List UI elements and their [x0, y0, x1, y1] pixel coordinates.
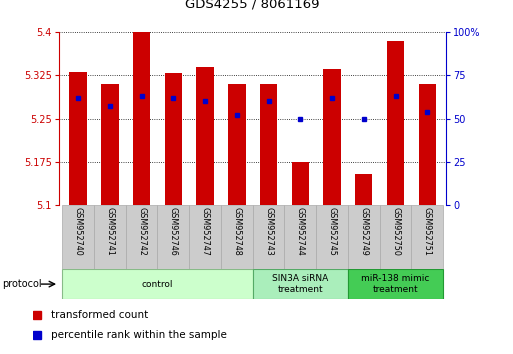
- Bar: [196, 67, 214, 205]
- Bar: [291, 162, 309, 205]
- Bar: [189, 205, 221, 269]
- Text: GDS4255 / 8061169: GDS4255 / 8061169: [185, 0, 320, 11]
- Bar: [228, 84, 246, 205]
- Text: GSM952743: GSM952743: [264, 207, 273, 256]
- Bar: [348, 205, 380, 269]
- Text: GSM952741: GSM952741: [105, 207, 114, 256]
- Bar: [419, 84, 436, 205]
- Bar: [69, 72, 87, 205]
- Bar: [260, 84, 277, 205]
- Bar: [165, 74, 182, 205]
- Bar: [221, 205, 253, 269]
- Text: GSM952747: GSM952747: [201, 207, 209, 256]
- Bar: [94, 205, 126, 269]
- Text: GSM952742: GSM952742: [137, 207, 146, 256]
- Bar: [323, 69, 341, 205]
- Bar: [284, 205, 316, 269]
- Text: GSM952748: GSM952748: [232, 207, 241, 256]
- Bar: [387, 41, 404, 205]
- Text: GSM952749: GSM952749: [359, 207, 368, 256]
- Text: GSM952750: GSM952750: [391, 207, 400, 256]
- Text: GSM952740: GSM952740: [73, 207, 83, 256]
- Text: transformed count: transformed count: [51, 310, 149, 320]
- Bar: [157, 205, 189, 269]
- Bar: [411, 205, 443, 269]
- Bar: [316, 205, 348, 269]
- Bar: [253, 269, 348, 299]
- Text: control: control: [142, 280, 173, 289]
- Text: GSM952746: GSM952746: [169, 207, 178, 256]
- Text: GSM952751: GSM952751: [423, 207, 432, 256]
- Bar: [355, 173, 372, 205]
- Bar: [126, 205, 157, 269]
- Bar: [101, 84, 119, 205]
- Bar: [253, 205, 284, 269]
- Bar: [62, 269, 253, 299]
- Text: GSM952744: GSM952744: [296, 207, 305, 256]
- Text: miR-138 mimic
treatment: miR-138 mimic treatment: [361, 274, 430, 294]
- Text: percentile rank within the sample: percentile rank within the sample: [51, 330, 227, 339]
- Bar: [348, 269, 443, 299]
- Bar: [62, 205, 94, 269]
- Text: protocol: protocol: [3, 279, 42, 289]
- Text: GSM952745: GSM952745: [327, 207, 337, 256]
- Bar: [133, 32, 150, 205]
- Text: SIN3A siRNA
treatment: SIN3A siRNA treatment: [272, 274, 328, 294]
- Bar: [380, 205, 411, 269]
